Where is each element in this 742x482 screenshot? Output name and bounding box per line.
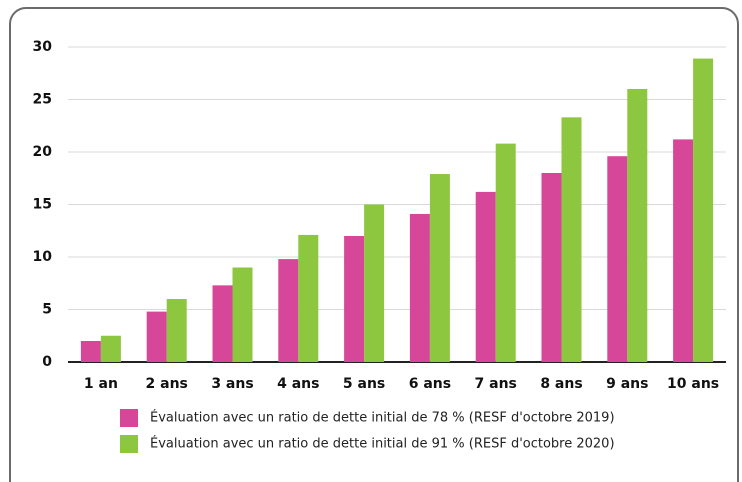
x-tick-label: 2 ans [146, 376, 188, 392]
legend-swatch [120, 409, 138, 427]
y-tick-label: 10 [33, 249, 53, 265]
y-tick-label: 20 [33, 144, 53, 160]
bar [166, 299, 187, 362]
frame [9, 7, 739, 482]
x-tick-label: 4 ans [277, 376, 319, 392]
bar [693, 58, 714, 363]
x-tick-label: 10 ans [667, 376, 719, 392]
bar [541, 173, 562, 362]
y-tick-label: 5 [42, 302, 52, 318]
y-tick-label: 15 [33, 197, 52, 213]
bar [607, 156, 628, 362]
bar [278, 259, 299, 362]
bar [212, 285, 233, 362]
legend-swatch [120, 435, 138, 453]
bar [627, 89, 648, 362]
legend-label: Évaluation avec un ratio de dette initia… [150, 436, 615, 452]
y-tick-label: 30 [33, 39, 53, 55]
x-tick-label: 9 ans [606, 376, 648, 392]
bar [364, 204, 385, 362]
x-tick-label: 1 an [84, 376, 118, 392]
bar [429, 174, 450, 362]
bar [561, 117, 582, 362]
bar [475, 191, 496, 362]
legend-label: Évaluation avec un ratio de dette initia… [150, 410, 615, 426]
bar [298, 234, 319, 362]
bar [146, 311, 167, 362]
x-tick-label: 8 ans [540, 376, 582, 392]
bar [495, 143, 516, 362]
bar [100, 335, 121, 362]
bar [344, 236, 365, 362]
bar [673, 139, 694, 362]
x-tick-label: 6 ans [409, 376, 451, 392]
bar [232, 267, 253, 362]
x-tick-label: 3 ans [211, 376, 253, 392]
y-tick-label: 25 [33, 92, 52, 108]
x-tick-label: 7 ans [475, 376, 517, 392]
x-tick-label: 5 ans [343, 376, 385, 392]
bar [80, 341, 101, 362]
bar [409, 213, 430, 362]
y-tick-label: 0 [42, 354, 52, 370]
